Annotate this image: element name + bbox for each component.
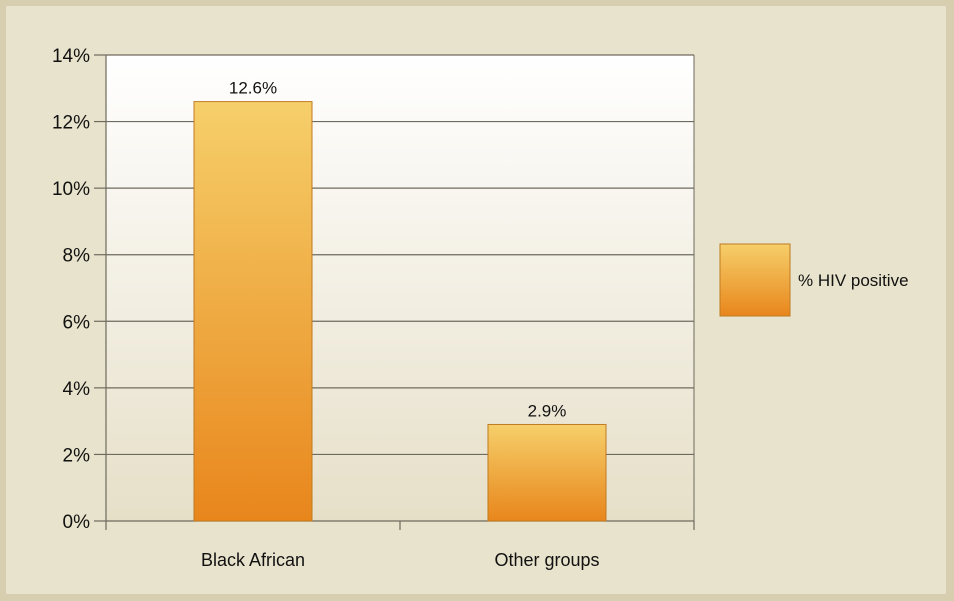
y-tick-label: 10% (52, 179, 90, 200)
bar-other-groups (487, 423, 607, 522)
data-label: 12.6% (229, 79, 277, 98)
y-tick-label: 6% (63, 312, 91, 333)
y-tick-label: 2% (63, 445, 91, 466)
legend: % HIV positive (719, 243, 909, 317)
bar-black-african (193, 101, 313, 522)
legend-label: % HIV positive (798, 271, 909, 290)
chart-frame: 0% 2% 4% 6% 8% 10% 12% 14% 12.6% Black African 2.9… (6, 6, 946, 594)
labels: 0% 2% 4% 6% 8% 10% 12% 14% 12.6% Black African 2.9… (52, 46, 600, 570)
bar-chart: 0% 2% 4% 6% 8% 10% 12% 14% 12.6% Black African 2.9… (52, 46, 909, 570)
y-tick-label: 14% (52, 46, 90, 67)
data-label: 2.9% (528, 401, 567, 420)
bars (193, 101, 607, 522)
y-tick-label: 12% (52, 113, 90, 134)
y-tick-label: 0% (63, 512, 91, 533)
category-label: Black African (201, 550, 305, 570)
axes (94, 54, 695, 530)
category-label: Other groups (494, 550, 599, 570)
y-tick-label: 8% (63, 246, 91, 267)
y-tick-label: 4% (63, 379, 91, 400)
legend-swatch (719, 243, 791, 317)
